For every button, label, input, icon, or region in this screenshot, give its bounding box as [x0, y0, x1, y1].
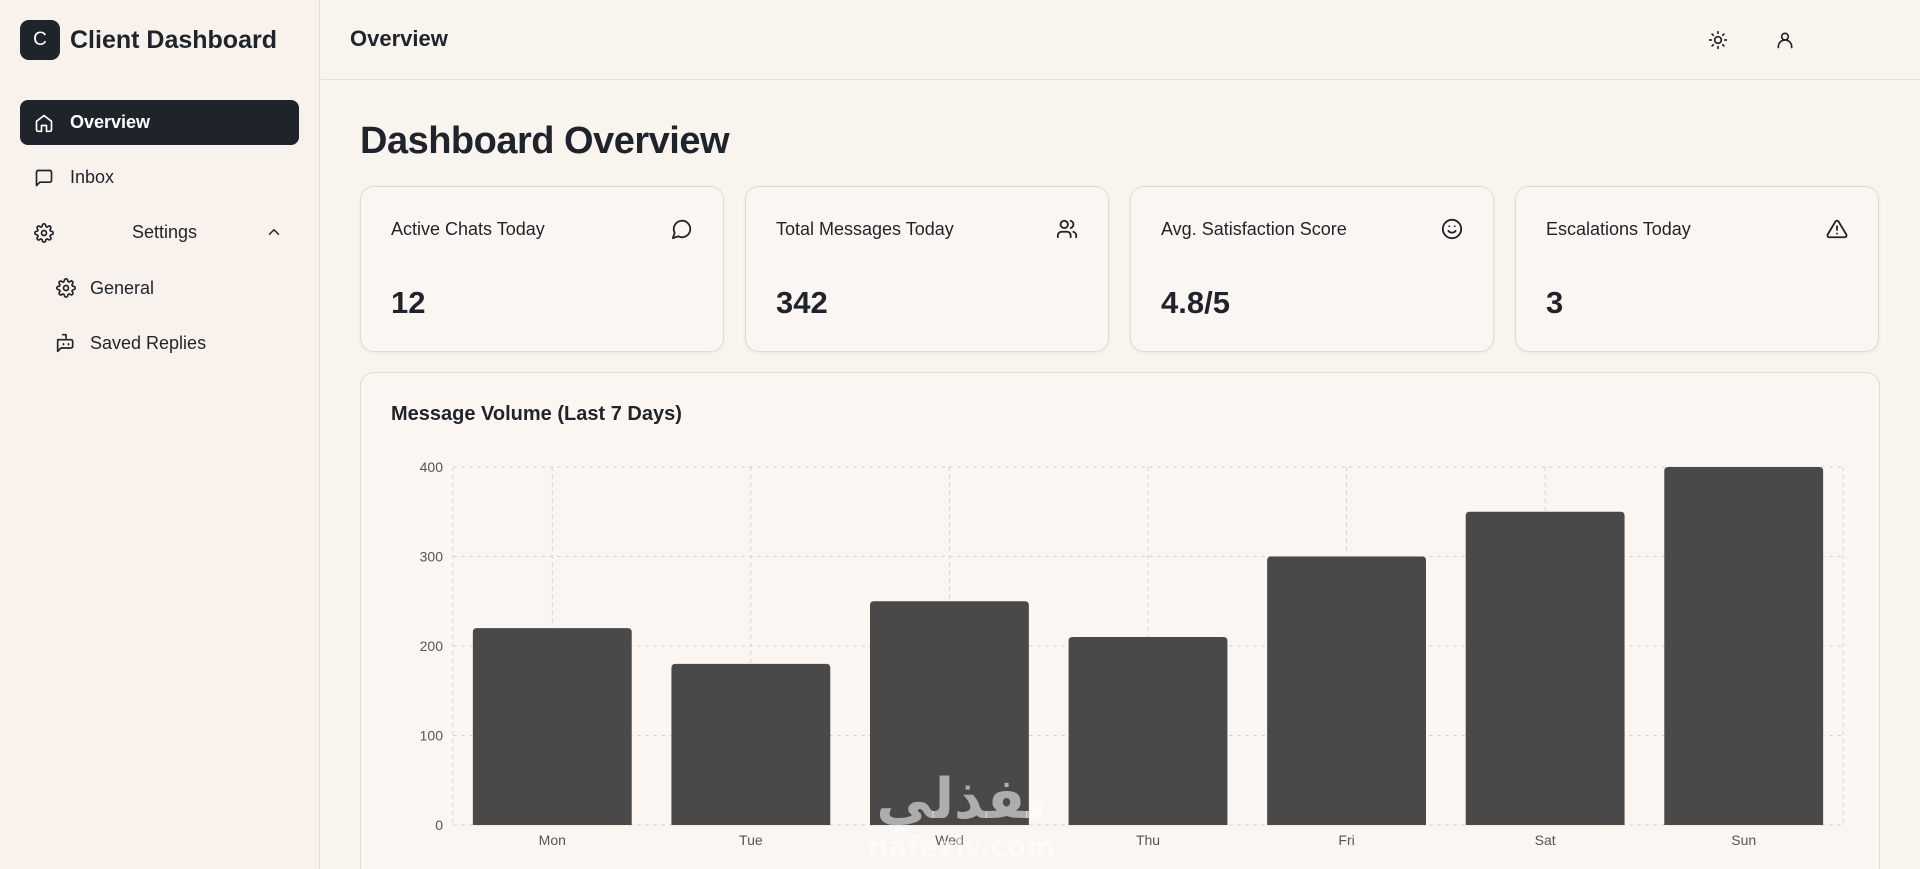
x-tick-label: Sun: [1731, 832, 1756, 848]
chart-bar: [1664, 467, 1824, 825]
stat-value: 342: [776, 285, 828, 320]
user-icon: [1775, 30, 1795, 50]
gear-icon: [34, 222, 54, 243]
sidebar-item-overview[interactable]: Overview: [20, 100, 299, 145]
x-tick-label: Sat: [1535, 832, 1556, 848]
y-tick-label: 100: [420, 728, 444, 744]
sidebar-subitem-saved-replies[interactable]: Saved Replies: [56, 322, 299, 364]
chevron-up-icon[interactable]: [265, 223, 283, 241]
brand-logo: C: [20, 20, 60, 60]
y-tick-label: 0: [435, 817, 443, 833]
stat-value: 4.8/5: [1161, 285, 1230, 320]
users-icon: [1056, 218, 1078, 240]
message-square-icon: [34, 168, 54, 188]
gear-icon: [56, 278, 76, 298]
stat-label: Active Chats Today: [391, 219, 545, 239]
user-menu-button[interactable]: [1770, 25, 1800, 55]
stat-card-active-chats: Active Chats Today 12: [360, 186, 724, 352]
y-tick-label: 400: [420, 459, 444, 475]
page-title: Dashboard Overview: [360, 120, 730, 162]
stat-card-escalations: Escalations Today 3: [1515, 186, 1879, 352]
theme-toggle-button[interactable]: [1703, 25, 1733, 55]
sidebar-item-label: Overview: [70, 112, 151, 132]
x-tick-label: Wed: [935, 832, 964, 848]
chart-bar: [671, 663, 831, 825]
chart-bar: [1068, 637, 1228, 825]
alert-triangle-icon: [1826, 218, 1848, 240]
stat-value: 12: [391, 285, 426, 320]
bot-message-icon: [56, 333, 76, 353]
chart-bar: [1465, 511, 1625, 825]
sidebar-item-inbox[interactable]: Inbox: [20, 155, 299, 200]
home-icon: [34, 113, 54, 133]
y-tick-label: 300: [420, 549, 444, 565]
smile-icon: [1441, 218, 1463, 240]
chart-bar: [870, 601, 1029, 825]
y-tick-label: 200: [420, 638, 444, 654]
top-header: Overview: [321, 0, 1920, 80]
sidebar-item-label: Inbox: [70, 167, 115, 187]
bar-chart: 0 100 200 300 400 Mon Tue Wed Thu Fri Sat Sun: [420, 459, 1844, 848]
chart-bar: [472, 628, 632, 825]
sidebar-item-label: Settings: [131, 222, 198, 242]
x-tick-label: Fri: [1338, 832, 1354, 848]
stat-value: 3: [1546, 285, 1564, 320]
sidebar-subitem-general[interactable]: General: [56, 267, 299, 309]
chart-title: Message Volume (Last 7 Days): [391, 403, 682, 425]
stat-card-satisfaction: Avg. Satisfaction Score 4.8/5: [1130, 186, 1494, 352]
sidebar-subitem-label: General: [90, 277, 155, 298]
stat-label: Avg. Satisfaction Score: [1161, 219, 1347, 239]
x-tick-label: Mon: [539, 832, 566, 848]
sidebar: C Client Dashboard Overview Inbox Settin…: [0, 0, 320, 869]
message-volume-chart-card: Message Volume (Last 7 Days) 0 100 200 300 4…: [360, 372, 1880, 869]
sidebar-subitem-label: Saved Replies: [90, 332, 207, 353]
x-tick-label: Thu: [1136, 832, 1160, 848]
stat-card-total-messages: Total Messages Today 342: [745, 186, 1109, 352]
x-tick-label: Tue: [739, 832, 763, 848]
stat-label: Total Messages Today: [776, 219, 954, 239]
message-circle-icon: [671, 218, 693, 240]
brand-title: Client Dashboard: [70, 25, 277, 54]
sun-icon: [1708, 30, 1728, 50]
header-title: Overview: [350, 26, 448, 51]
sidebar-item-settings[interactable]: Settings: [20, 210, 299, 255]
brand[interactable]: C Client Dashboard: [20, 20, 277, 60]
stat-label: Escalations Today: [1546, 219, 1691, 239]
chart-bar: [1267, 556, 1426, 825]
